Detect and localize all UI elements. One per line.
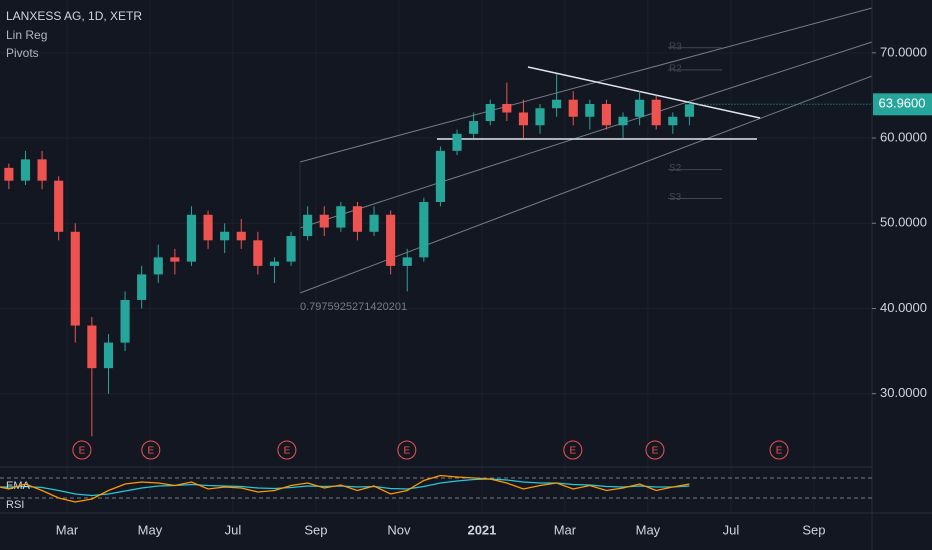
- earnings-label: E: [147, 446, 154, 457]
- earnings-marker: [397, 440, 417, 460]
- candle-body: [269, 261, 280, 266]
- candle-body: [120, 299, 130, 343]
- candle-body: [336, 206, 346, 228]
- chart-title: LANXESS AG, 1D, XETR: [6, 9, 142, 23]
- candle-body: [203, 214, 213, 241]
- pivot-label: R3: [669, 41, 682, 52]
- candle-body: [319, 214, 329, 228]
- candle-body: [352, 206, 363, 232]
- pivot-label: S3: [669, 192, 682, 203]
- earnings-label: E: [284, 446, 291, 457]
- candle-body: [419, 201, 429, 258]
- y-tick-label: 70.0000: [880, 44, 927, 59]
- earnings-label: E: [403, 446, 410, 457]
- y-tick-label: 60.0000: [880, 129, 927, 144]
- x-tick-label: Sep: [802, 522, 825, 537]
- earnings-label: E: [776, 446, 783, 457]
- y-tick-label: 40.0000: [880, 300, 927, 315]
- candle-body: [253, 240, 263, 266]
- x-tick-label: Jul: [225, 522, 242, 537]
- oscillator-line: [0, 474, 690, 503]
- candle-body: [668, 116, 678, 126]
- candle-body: [452, 133, 462, 151]
- last-price-box: [873, 93, 932, 116]
- candle-body: [601, 103, 611, 126]
- candle-body: [535, 108, 545, 126]
- candle-body: [552, 99, 562, 109]
- candle-body: [518, 112, 528, 126]
- candle-body: [286, 236, 296, 262]
- candle-body: [684, 104, 694, 117]
- candle-body: [402, 257, 412, 266]
- pivot-label: R2: [669, 64, 682, 75]
- candle-body: [153, 257, 163, 275]
- candle-body: [4, 167, 14, 181]
- candle-body: [220, 231, 230, 241]
- earnings-label: E: [569, 446, 576, 457]
- x-tick-label: Mar: [56, 522, 79, 537]
- candle-body: [435, 150, 446, 202]
- candle-body: [618, 116, 628, 126]
- earnings-label: E: [79, 446, 86, 457]
- pivots: R3 R2 S2 S3: [668, 41, 722, 203]
- regression-center: [299, 41, 873, 229]
- indicator-label: Lin Reg: [6, 28, 47, 42]
- earnings-marker: [141, 440, 161, 460]
- candle-body: [87, 325, 97, 369]
- candle-body: [651, 99, 661, 126]
- candle-body: [369, 214, 379, 232]
- oscillator-label: RSI: [6, 499, 24, 511]
- earnings-label: E: [652, 446, 659, 457]
- x-tick-label: Mar: [554, 522, 577, 537]
- x-tick-label: Nov: [387, 522, 411, 537]
- candle-body: [485, 103, 495, 122]
- candle-body: [469, 121, 479, 134]
- candles: [4, 74, 694, 437]
- pivot-label: S2: [669, 163, 682, 174]
- candle-body: [635, 99, 645, 117]
- candle-body: [137, 274, 147, 300]
- candle-body: [20, 159, 31, 181]
- candle-body: [502, 103, 512, 113]
- grid: [0, 0, 872, 513]
- x-tick-label: May: [636, 522, 661, 537]
- candle-body: [236, 231, 246, 241]
- last-price-label: 63.9600: [879, 96, 926, 111]
- candle-body: [103, 342, 114, 369]
- candle-body: [186, 214, 197, 262]
- x-tick-label: 2021: [467, 522, 496, 537]
- x-tick-label: Jul: [723, 522, 740, 537]
- candle-body: [54, 180, 64, 232]
- x-tick-label: May: [138, 522, 163, 537]
- candle-body: [585, 103, 595, 117]
- earnings-marker: [645, 440, 665, 460]
- regression-upper: [299, 7, 873, 163]
- regression-lower: [299, 75, 873, 294]
- earnings-marker: [277, 440, 297, 460]
- candle-body: [170, 257, 180, 262]
- axes: 30.0000 40.0000 50.0000 60.0000 70.0000 Mar Ma…: [56, 44, 932, 537]
- candle-body: [386, 214, 396, 266]
- candle-body: [70, 231, 80, 326]
- candle-body: [37, 159, 47, 181]
- earnings-marker: [563, 440, 583, 460]
- earnings-marker: [72, 440, 92, 460]
- regression-label: 0.7975925271420201: [300, 301, 407, 313]
- trend-line: [527, 66, 761, 119]
- x-tick-label: Sep: [304, 522, 327, 537]
- earnings-marker: [769, 440, 789, 460]
- oscillator-line: [0, 478, 690, 497]
- y-tick-label: 30.0000: [880, 385, 927, 400]
- indicator-label: Pivots: [6, 46, 39, 60]
- candle-body: [568, 99, 578, 117]
- candle-body: [303, 214, 313, 237]
- y-tick-label: 50.0000: [880, 215, 927, 230]
